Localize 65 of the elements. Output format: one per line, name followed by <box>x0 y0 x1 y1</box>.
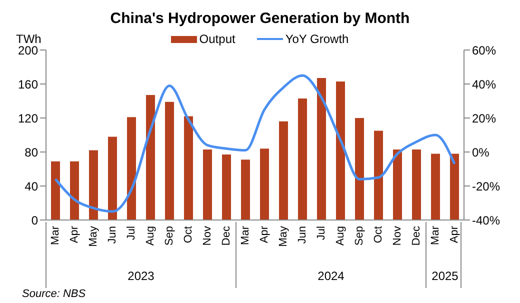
legend-label: Output <box>199 32 236 46</box>
x-tick-label: Mar <box>50 226 62 245</box>
x-tick-label: Aug <box>334 226 346 246</box>
chart-title: China's Hydropower Generation by Month <box>109 10 411 27</box>
bar <box>51 161 60 220</box>
x-tick-label: Aug <box>144 226 156 246</box>
y2-tick-label: -40% <box>472 213 500 228</box>
bar <box>108 136 117 220</box>
bar <box>241 160 250 220</box>
y-tick-label: 120 <box>18 111 38 126</box>
bar <box>317 78 326 220</box>
x-tick-label: Dec <box>410 226 422 246</box>
text: 2025 <box>432 269 459 283</box>
x-tick-label: Oct <box>182 226 194 244</box>
x-tick-label: Apr <box>258 226 270 244</box>
y-tick-label: 80 <box>24 145 38 160</box>
bar <box>431 154 440 220</box>
bar <box>279 121 288 220</box>
y-tick-label: 200 <box>18 43 38 58</box>
y2-tick-label: 60% <box>472 43 496 58</box>
x-tick-label: Mar <box>240 226 252 245</box>
x-tick-label: Mar <box>430 226 442 245</box>
x-tick-label: Sep <box>354 226 366 246</box>
bar <box>89 150 98 220</box>
bar <box>70 161 79 220</box>
source-note: Source: NBS <box>22 288 86 300</box>
bar <box>393 149 402 220</box>
y2-tick-label: 0% <box>472 145 490 160</box>
x-tick-label: Nov <box>392 226 404 246</box>
bar <box>127 117 136 220</box>
bar <box>374 130 383 220</box>
x-tick-label: Sep <box>164 226 176 246</box>
bar <box>412 149 421 220</box>
bar <box>336 81 345 220</box>
y-tick-label: 0 <box>31 213 38 228</box>
bar <box>222 154 231 220</box>
bar <box>203 149 212 220</box>
y2-tick-label: 40% <box>472 77 496 92</box>
x-tick-label: Apr <box>448 226 460 244</box>
bar <box>355 118 364 220</box>
x-tick-label: Dec <box>220 226 232 246</box>
x-tick-label: May <box>278 226 290 247</box>
x-tick-label: Apr <box>68 226 80 244</box>
bar <box>146 95 155 220</box>
line-series <box>54 74 456 213</box>
y-tick-label: 40 <box>24 179 38 194</box>
text: 2024 <box>318 269 345 283</box>
bar <box>450 154 459 220</box>
x-tick-label: Oct <box>372 226 384 244</box>
x-tick-label: Jul <box>316 226 328 240</box>
x-tick-label: Nov <box>202 226 214 246</box>
bar <box>298 98 307 220</box>
x-tick-label: Jun <box>106 226 118 244</box>
legend-label: YoY Growth <box>285 32 349 46</box>
text: 2023 <box>128 269 155 283</box>
y2-tick-label: 20% <box>472 111 496 126</box>
y-tick-label: 160 <box>18 77 38 92</box>
x-tick-label: May <box>88 226 100 247</box>
bar <box>184 116 193 220</box>
x-tick-label: Jul <box>126 226 138 240</box>
y2-tick-label: -20% <box>472 179 500 194</box>
y-axis-title: TWh <box>16 32 42 46</box>
bar <box>260 148 269 220</box>
bar <box>165 102 174 220</box>
x-tick-label: Jun <box>296 226 308 244</box>
